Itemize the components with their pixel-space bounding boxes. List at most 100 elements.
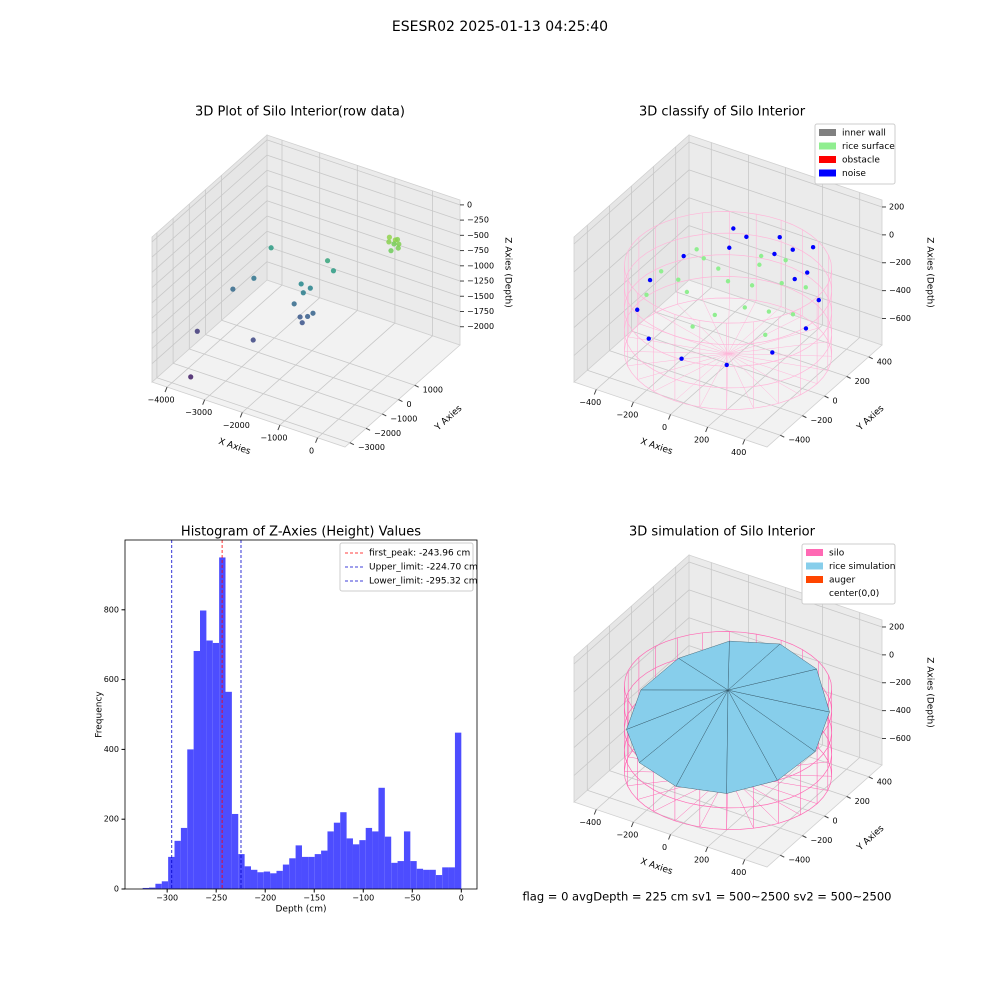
grid-line (266, 215, 461, 282)
subplot-title: 3D simulation of Silo Interior (629, 525, 816, 540)
grid-line (151, 215, 268, 319)
point (790, 312, 796, 317)
silo-floor-spoke (727, 306, 782, 354)
point (647, 277, 653, 283)
x-tick-label: −200 (616, 411, 638, 420)
legend-box (801, 543, 896, 605)
point (724, 362, 729, 368)
x-tick-label: 0 (662, 843, 667, 852)
grid-line (573, 561, 690, 665)
grid-line (688, 197, 883, 264)
point (684, 289, 690, 295)
y-tick-mark (846, 795, 851, 799)
bar (448, 867, 455, 889)
z-tick-label: 200 (889, 622, 904, 631)
grid-line (151, 231, 268, 334)
bar (212, 642, 220, 889)
x-tick-label: −1000 (260, 434, 287, 443)
point (681, 253, 686, 259)
grid-line (205, 334, 399, 400)
silo-floor-spoke (702, 299, 729, 354)
point (727, 245, 732, 250)
y-tick-label: −200 (810, 836, 832, 845)
point (790, 247, 795, 252)
grid-line (688, 253, 883, 319)
grid-line (675, 291, 869, 358)
grid-line (573, 589, 690, 693)
silo-floor-spoke (727, 353, 818, 384)
silo-floor-spoke (699, 353, 729, 408)
x-tick-label: 200 (694, 436, 709, 445)
point (744, 234, 749, 240)
grid-line (221, 319, 415, 386)
point (391, 241, 397, 247)
x-tick-label: −4000 (148, 396, 175, 405)
x-tick-label: −50 (404, 894, 421, 903)
bar (346, 838, 353, 889)
legend-label: rice surface (842, 142, 895, 152)
z-tick-label: −2000 (467, 322, 494, 331)
legend-swatch (819, 129, 836, 136)
bar (168, 856, 175, 889)
point (386, 239, 392, 245)
bar (416, 868, 424, 889)
z-tick-label: 200 (889, 202, 904, 211)
z-tick-label: −750 (467, 246, 489, 255)
bar (454, 732, 462, 889)
silo-floor-spoke (727, 300, 757, 354)
silo-floor-spoke (637, 353, 729, 380)
point (694, 247, 699, 252)
y-tick-label: 1000 (423, 386, 443, 395)
y-tick-label: 400 (104, 745, 119, 754)
z-tick-label: −400 (889, 706, 911, 715)
point (250, 337, 256, 343)
z-axis-label: Z Axies (Depth) (925, 237, 935, 308)
point (758, 253, 764, 259)
bar (244, 866, 251, 889)
x-tick-label: 0 (309, 446, 314, 455)
subplot-title: 3D classify of Silo Interior (639, 105, 806, 120)
grid-line (151, 246, 268, 349)
point (307, 285, 313, 291)
x-tick-label: −200 (616, 831, 638, 840)
x-tick-mark (630, 401, 634, 408)
grid-line (266, 169, 461, 236)
legend-label: Lower_limit: -295.32 cm (369, 577, 477, 587)
grid-line (279, 322, 396, 426)
y-tick-label: −400 (788, 856, 810, 865)
bar (384, 836, 392, 889)
y-tick-label: 200 (855, 377, 870, 386)
bar (263, 871, 271, 889)
legend-label: inner wall (842, 129, 886, 139)
point (646, 336, 651, 341)
legend-label: center(0,0) (829, 589, 879, 599)
bar (282, 864, 290, 889)
x-tick-mark (668, 414, 671, 420)
surface-facet (727, 689, 816, 781)
grid-line (266, 185, 461, 251)
x-tick-mark (239, 412, 243, 418)
point (803, 285, 808, 290)
grid-line (151, 154, 268, 258)
legend-swatch (806, 576, 823, 583)
grid-line (172, 362, 367, 429)
point (770, 350, 775, 355)
bar (270, 873, 277, 889)
point (658, 269, 664, 274)
y-tick-label: −1000 (390, 414, 417, 423)
point (742, 305, 747, 310)
point (635, 307, 640, 312)
legend-swatch (819, 169, 836, 177)
x-tick-label: −400 (579, 818, 601, 827)
point (803, 326, 809, 331)
bar (206, 640, 213, 889)
y-tick-label: −200 (810, 416, 832, 425)
x-tick-label: 0 (459, 894, 464, 903)
bar (327, 831, 334, 889)
silo-floor-spoke (674, 353, 729, 401)
y-tick-mark (349, 442, 355, 446)
bar (142, 887, 150, 889)
legend-swatch (806, 562, 823, 570)
bar (193, 650, 201, 889)
z-tick-label: −1750 (467, 307, 494, 316)
